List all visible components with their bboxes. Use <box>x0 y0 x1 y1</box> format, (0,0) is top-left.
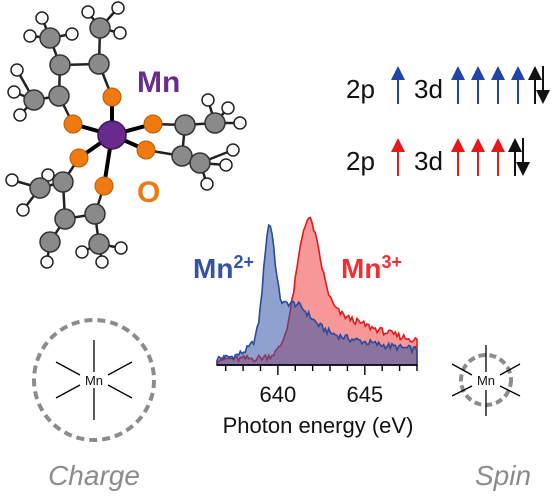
spin-ligand-lines <box>451 345 521 416</box>
mn3-series-label: Mn3+ <box>341 252 402 284</box>
paired-spin-up-arrow <box>508 138 522 176</box>
config-mn3-row: 2p 3d <box>346 138 530 176</box>
spin-center-label: Mn <box>477 373 495 388</box>
valence-spin-up-arrow <box>491 66 505 104</box>
config-mn2-valence-arrows <box>451 66 550 104</box>
valence-spin-up-arrow <box>451 138 465 176</box>
mn2-spectrum-area <box>216 223 418 366</box>
x-tick-label-640: 640 <box>260 382 297 407</box>
charge-ligand-lines <box>55 340 133 420</box>
paired-spin-up-arrow <box>528 66 542 104</box>
config-mn2-core-label: 2p <box>346 74 375 104</box>
charge-complex-diagram: Mn Charge <box>32 318 156 491</box>
valence-spin-up-arrow <box>491 138 505 176</box>
o-atom-label: O <box>137 176 160 209</box>
config-mn3-valence-label: 3d <box>414 146 443 176</box>
xas-spectrum-plot: 640 645 Photon energy (eV) Mn2+ Mn3+ <box>193 216 418 438</box>
charge-sphere-outline <box>32 318 156 442</box>
valence-spin-up-arrow <box>471 66 485 104</box>
valence-spin-up-arrow <box>511 66 525 104</box>
mn2-series-label: Mn2+ <box>193 252 254 284</box>
spin-complex-diagram: Mn Spin <box>451 345 531 491</box>
paired-spin-down-arrow <box>516 138 530 176</box>
spin-caption: Spin <box>475 460 531 491</box>
x-axis-label: Photon energy (eV) <box>223 413 414 438</box>
config-mn2-row: 2p 3d <box>346 66 550 104</box>
config-mn3-core-arrow <box>391 138 405 176</box>
paired-spin-down-arrow <box>536 66 550 104</box>
core-spin-up-arrow <box>391 66 405 104</box>
core-spin-up-arrow <box>391 138 405 176</box>
charge-caption: Charge <box>48 460 140 491</box>
x-axis-ticks <box>224 365 418 375</box>
config-mn3-core-label: 2p <box>346 146 375 176</box>
x-tick-label-645: 645 <box>346 382 383 407</box>
config-mn2-valence-label: 3d <box>414 74 443 104</box>
valence-spin-up-arrow <box>471 138 485 176</box>
valence-spin-up-arrow <box>451 66 465 104</box>
config-mn2-core-arrow <box>391 66 405 104</box>
config-mn3-valence-arrows <box>451 138 530 176</box>
charge-center-label: Mn <box>85 373 103 388</box>
mn-atom-label: Mn <box>137 66 180 99</box>
molecule-structure: Mn O <box>5 1 247 269</box>
